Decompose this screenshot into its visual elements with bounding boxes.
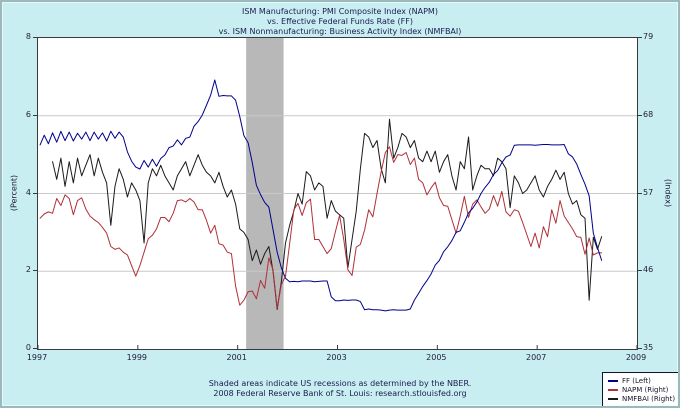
legend-item-ff: FF (Left) [608, 376, 674, 385]
right-axis-tickmark [638, 348, 642, 349]
right-axis-tickmark [638, 114, 642, 116]
chart-footer: Shaded areas indicate US recessions as d… [2, 379, 678, 399]
right-axis-tick-label: 68 [643, 109, 654, 119]
plot-area [37, 37, 638, 350]
right-axis-title: (Index) [663, 178, 673, 208]
legend-item-napm: NAPM (Right) [608, 385, 674, 394]
chart-title-line2: vs. Effective Federal Funds Rate (FF) [267, 17, 413, 26]
legend-label-ff: FF (Left) [622, 376, 651, 385]
legend: FF (Left) NAPM (Right) NMFBAI (Right) [602, 372, 678, 406]
series-line-ff [39, 79, 603, 312]
right-axis-tick-label: 57 [643, 187, 654, 197]
legend-item-nmfbai: NMFBAI (Right) [608, 394, 676, 403]
ff-line-swatch-icon [608, 379, 618, 382]
chart-title-line3: vs. ISM Nonmanufacturing: Business Activ… [218, 27, 462, 36]
legend-label-nmfbai: NMFBAI (Right) [622, 394, 676, 403]
left-axis-tickmark [33, 37, 37, 38]
x-axis-tick-label: 1999 [126, 353, 148, 362]
x-axis-tick-label: 2009 [625, 353, 647, 362]
left-axis-tickmark [33, 114, 37, 116]
left-axis-tick-label: 6 [25, 109, 31, 119]
chart-title-line1: ISM Manufacturing: PMI Composite Index (… [242, 7, 438, 16]
chart-title: ISM Manufacturing: PMI Composite Index (… [2, 7, 678, 37]
chart-series-canvas [38, 38, 637, 349]
x-axis-tick-label: 1997 [26, 353, 48, 362]
left-axis-tickmark [33, 270, 37, 272]
left-axis-tickmark [33, 192, 37, 194]
napm-line-swatch-icon [608, 388, 618, 391]
right-axis-tick-label: 35 [643, 343, 654, 352]
series-line-napm [39, 146, 603, 309]
left-axis-tick-label: 8 [25, 32, 31, 41]
left-axis-tick-label: 4 [25, 187, 31, 197]
right-axis-tick-label: 79 [643, 32, 654, 41]
right-axis-tickmark [638, 37, 642, 38]
right-axis-tick-label: 46 [643, 265, 654, 275]
left-axis-tick-label: 2 [25, 265, 31, 275]
nmfbai-line-swatch-icon [608, 397, 618, 400]
right-axis-tickmark [638, 270, 642, 272]
series-line-nmfbai [52, 118, 603, 310]
x-axis-tick-label: 2003 [326, 353, 347, 362]
legend-label-napm: NAPM (Right) [622, 385, 669, 394]
left-axis-tickmark [33, 348, 37, 349]
recession-note: Shaded areas indicate US recessions as d… [208, 379, 472, 388]
left-axis-tick-label: 0 [25, 343, 31, 352]
source-note: 2008 Federal Reserve Bank of St. Louis: … [213, 389, 467, 398]
x-axis-tick-label: 2005 [426, 353, 447, 362]
x-axis-tick-label: 2007 [525, 353, 547, 362]
right-axis-tickmark [638, 192, 642, 194]
x-axis-tick-label: 2001 [226, 353, 247, 362]
